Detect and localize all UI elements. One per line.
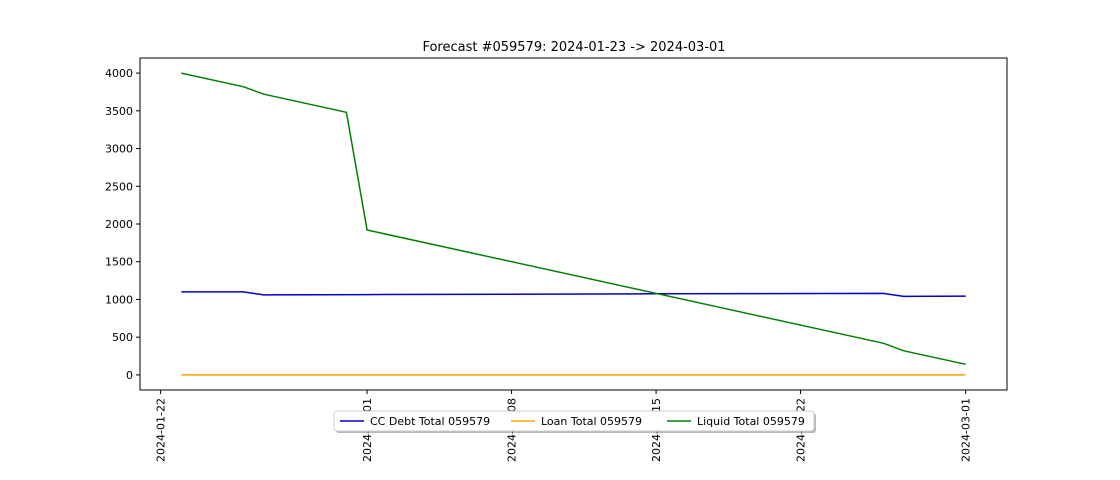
x-tick-label: 2024-03-01 xyxy=(960,398,973,462)
y-tick-label: 2000 xyxy=(105,218,133,231)
series-line-1 xyxy=(181,291,966,298)
series-layer xyxy=(181,72,966,376)
legend-label-3: Liquid Total 059579 xyxy=(697,415,805,428)
y-tick-label: 1500 xyxy=(105,256,133,269)
y-tick-label: 4000 xyxy=(105,67,133,80)
plot-area xyxy=(139,57,1008,391)
y-tick-label: 3500 xyxy=(105,105,133,118)
legend-box xyxy=(333,410,815,432)
y-tick-label: 500 xyxy=(112,331,133,344)
legend-label-1: CC Debt Total 059579 xyxy=(370,415,490,428)
y-tick-label: 1000 xyxy=(105,293,133,306)
y-tick-label: 0 xyxy=(126,369,133,382)
legend: CC Debt Total 059579 Loan Total 059579 Liq… xyxy=(333,410,816,433)
y-tick-label: 2500 xyxy=(105,180,133,193)
x-tick-label: 2024-01-22 xyxy=(155,398,168,462)
chart-title: Forecast #059579: 2024-01-23 -> 2024-03-… xyxy=(422,40,725,55)
y-axis: 0 500 1000 1500 2000 2500 3000 3500 4000 xyxy=(105,67,140,382)
legend-label-2: Loan Total 059579 xyxy=(541,415,642,428)
series-line-3 xyxy=(181,72,966,366)
y-tick-label: 3000 xyxy=(105,143,133,156)
